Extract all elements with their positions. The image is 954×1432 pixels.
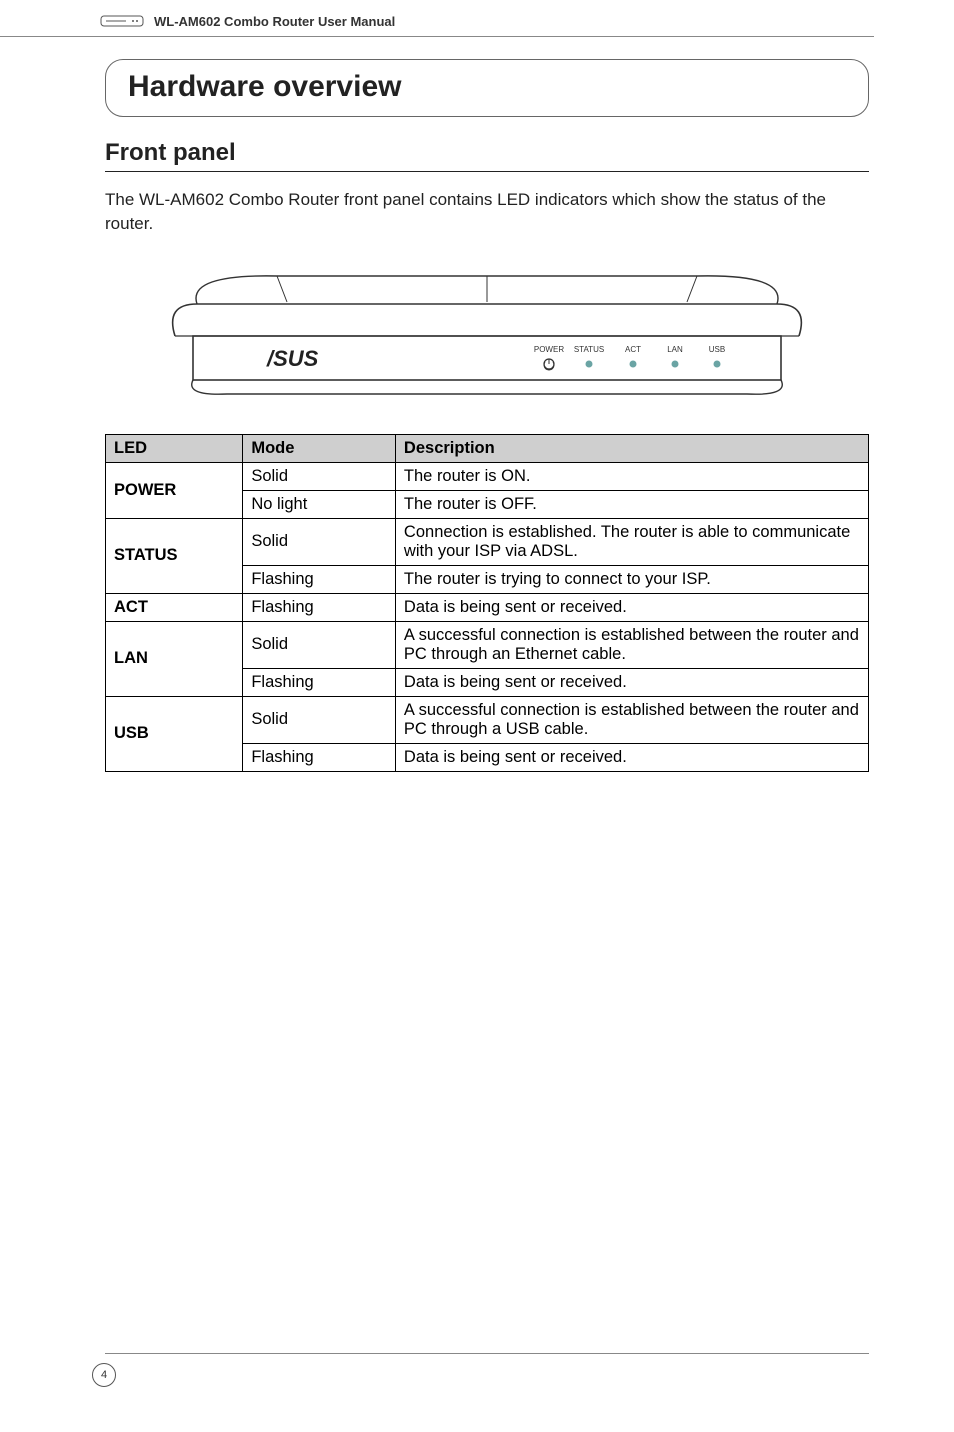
cell-desc: Data is being sent or received.: [395, 743, 868, 771]
cell-led-power: POWER: [106, 462, 243, 518]
table-header-mode: Mode: [243, 434, 396, 462]
cell-mode: Solid: [243, 462, 396, 490]
header-product-name: WL-AM602 Combo Router User Manual: [154, 14, 395, 29]
cell-mode: Solid: [243, 696, 396, 743]
led-indicator-table: LED Mode Description POWER Solid The rou…: [105, 434, 869, 772]
cell-led-usb: USB: [106, 696, 243, 771]
page-number: 4: [92, 1363, 116, 1387]
led-label-status: STATUS: [574, 345, 604, 354]
cell-desc: The router is ON.: [395, 462, 868, 490]
router-brand-logo: /SUS: [266, 346, 319, 371]
cell-desc: A successful connection is established b…: [395, 621, 868, 668]
subheading-front-panel: Front panel: [105, 139, 869, 172]
table-row: POWER Solid The router is ON.: [106, 462, 869, 490]
cell-mode: Flashing: [243, 593, 396, 621]
led-dot-act: [630, 360, 637, 367]
table-header-row: LED Mode Description: [106, 434, 869, 462]
table-row: ACT Flashing Data is being sent or recei…: [106, 593, 869, 621]
led-dot-lan: [672, 360, 679, 367]
cell-desc: Data is being sent or received.: [395, 668, 868, 696]
cell-mode: Flashing: [243, 565, 396, 593]
led-dot-status: [586, 360, 593, 367]
table-row: LAN Solid A successful connection is est…: [106, 621, 869, 668]
router-front-diagram: /SUS POWER STATUS ACT LAN USB: [157, 264, 817, 404]
table-row: STATUS Solid Connection is established. …: [106, 518, 869, 565]
table-header-led: LED: [106, 434, 243, 462]
section-title: Hardware overview: [128, 70, 401, 103]
led-label-act: ACT: [625, 345, 641, 354]
footer-divider: [105, 1353, 869, 1354]
page-header: WL-AM602 Combo Router User Manual: [0, 0, 874, 37]
cell-mode: Solid: [243, 621, 396, 668]
cell-mode: No light: [243, 490, 396, 518]
cell-desc: A successful connection is established b…: [395, 696, 868, 743]
cell-mode: Flashing: [243, 743, 396, 771]
header-router-icon: [100, 12, 144, 30]
led-label-usb: USB: [709, 345, 725, 354]
cell-mode: Solid: [243, 518, 396, 565]
cell-led-status: STATUS: [106, 518, 243, 593]
led-label-power: POWER: [534, 345, 564, 354]
cell-mode: Flashing: [243, 668, 396, 696]
cell-desc: Connection is established. The router is…: [395, 518, 868, 565]
table-header-description: Description: [395, 434, 868, 462]
cell-desc: Data is being sent or received.: [395, 593, 868, 621]
cell-led-lan: LAN: [106, 621, 243, 696]
cell-desc: The router is trying to connect to your …: [395, 565, 868, 593]
intro-paragraph: The WL-AM602 Combo Router front panel co…: [105, 188, 869, 236]
table-row: USB Solid A successful connection is est…: [106, 696, 869, 743]
led-dot-usb: [714, 360, 721, 367]
led-label-lan: LAN: [667, 345, 683, 354]
section-title-box: Hardware overview: [105, 59, 869, 117]
cell-led-act: ACT: [106, 593, 243, 621]
cell-desc: The router is OFF.: [395, 490, 868, 518]
